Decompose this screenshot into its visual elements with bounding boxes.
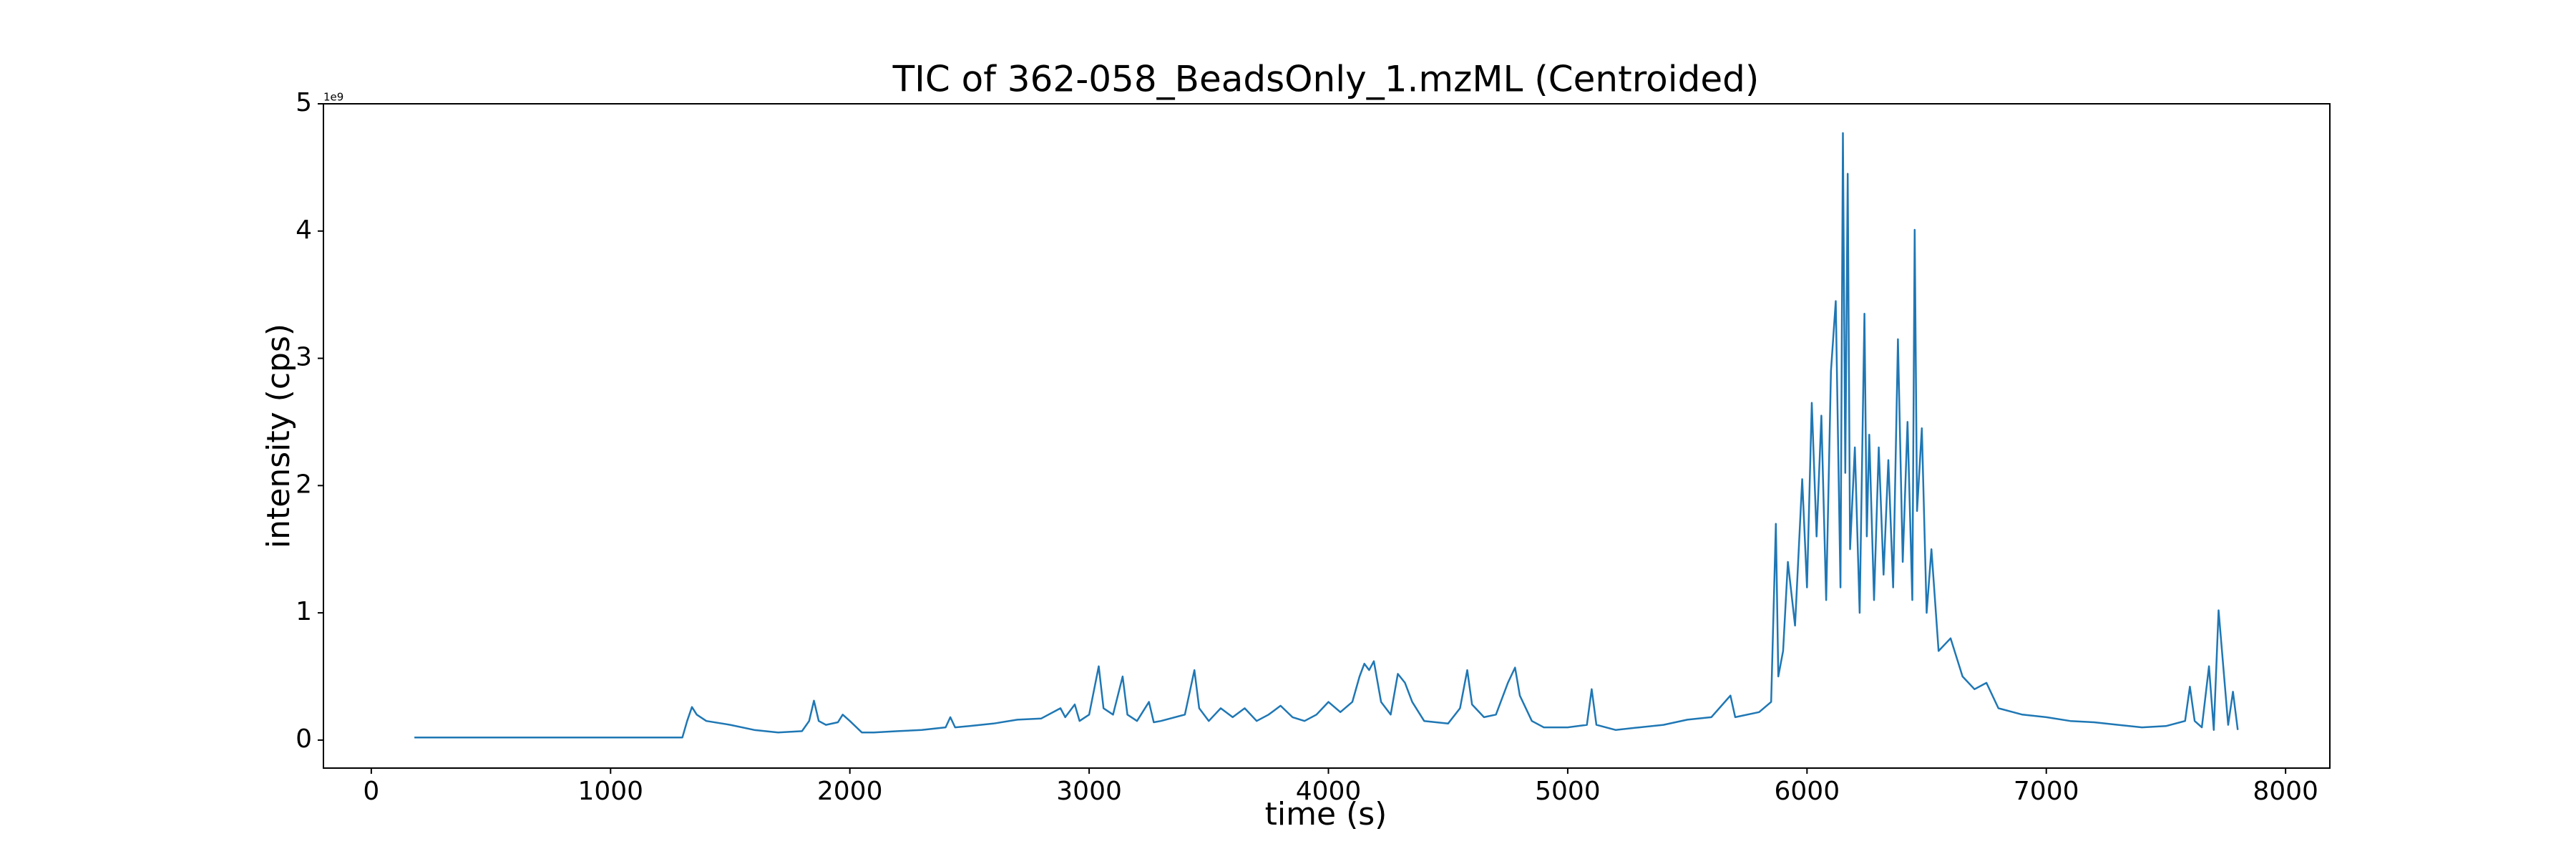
plot-frame <box>323 103 2331 769</box>
x-tick-label: 7000 <box>2014 777 2079 806</box>
x-tick-label: 5000 <box>1535 777 1601 806</box>
x-tick-label: 3000 <box>1056 777 1122 806</box>
y-tick-label: 3 <box>296 343 312 372</box>
y-tick-label: 2 <box>296 470 312 499</box>
chart-title: TIC of 362-058_BeadsOnly_1.mzML (Centroi… <box>892 59 1760 100</box>
x-tick-label: 1000 <box>577 777 643 806</box>
y-tick-label: 1 <box>296 597 312 626</box>
y-axis-label: intensity (cps) <box>260 324 297 548</box>
data-line <box>414 132 2239 739</box>
x-tick-label: 4000 <box>1296 777 1362 806</box>
y-tick-label: 4 <box>296 215 312 245</box>
x-tick-label: 0 <box>363 777 379 806</box>
x-tick-label: 6000 <box>1775 777 1840 806</box>
x-axis-label: time (s) <box>1265 796 1387 833</box>
x-tick-label: 8000 <box>2253 777 2318 806</box>
y-offset-label: 1e9 <box>323 91 343 104</box>
y-tick-label: 0 <box>296 724 312 754</box>
x-tick-label: 2000 <box>817 777 883 806</box>
y-tick-label: 5 <box>296 88 312 117</box>
